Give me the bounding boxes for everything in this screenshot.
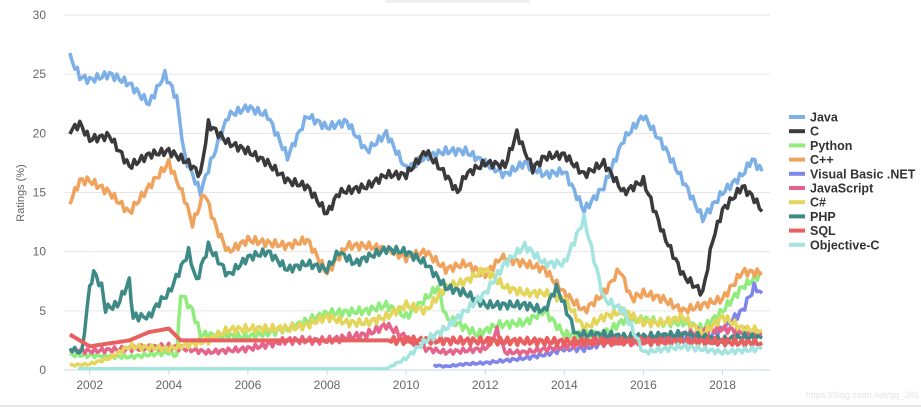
watermark: https://blog.csdn.net/qq_366: [805, 390, 919, 400]
series-line-objective-c[interactable]: [77, 212, 763, 371]
series-lines: [68, 52, 764, 371]
series-line-c-[interactable]: [68, 157, 763, 316]
legend-label: PHP: [810, 210, 836, 224]
legend-label: Python: [810, 139, 852, 153]
legend-label: SQL: [810, 224, 836, 238]
legend-swatch: [789, 171, 805, 176]
x-tick-label: 2008: [314, 378, 341, 392]
x-tick-label: 2014: [551, 378, 578, 392]
legend-label: C: [810, 125, 819, 139]
y-tick-label: 20: [33, 126, 47, 140]
legend-swatch: [789, 129, 805, 134]
legend-item[interactable]: Visual Basic .NET: [789, 167, 916, 181]
series-line-c-[interactable]: [69, 266, 763, 368]
legend-item[interactable]: Java: [789, 111, 839, 125]
y-tick-label: 15: [33, 186, 47, 200]
legend-swatch: [789, 228, 805, 233]
x-tick-label: 2010: [393, 378, 420, 392]
x-tick-label: 2004: [155, 378, 182, 392]
legend-item[interactable]: Objective-C: [789, 238, 879, 252]
grid: [64, 14, 770, 371]
legend-item[interactable]: PHP: [789, 210, 836, 224]
x-tick-label: 2018: [709, 378, 736, 392]
legend-item[interactable]: JavaScript: [789, 182, 874, 196]
legend-label: Objective-C: [810, 238, 879, 252]
legend-swatch: [789, 157, 805, 162]
y-tick-label: 10: [33, 245, 47, 259]
legend-swatch: [789, 242, 805, 247]
legend-label: Visual Basic .NET: [810, 167, 916, 181]
top-scroll-bar: [385, 0, 530, 3]
legend-item[interactable]: C++: [789, 153, 834, 167]
series-line-sql[interactable]: [68, 326, 764, 349]
legend-swatch: [789, 186, 805, 190]
legend-swatch: [789, 200, 805, 205]
legend-label: Java: [810, 111, 839, 125]
x-tick-label: 2002: [76, 378, 103, 392]
series-line-php[interactable]: [68, 240, 763, 355]
series-line-java[interactable]: [68, 52, 764, 224]
y-tick-label: 5: [39, 304, 46, 318]
y-tick-label: 30: [33, 8, 47, 22]
y-tick-label: 0: [39, 363, 46, 377]
legend-item[interactable]: SQL: [789, 224, 836, 238]
y-axis-ticks: 0 5 10 15 20 25 30: [33, 8, 47, 377]
legend-item[interactable]: C: [789, 125, 819, 139]
divider: [0, 405, 921, 407]
x-tick-label: 2012: [472, 378, 499, 392]
y-axis-label: Ratings (%): [15, 164, 27, 221]
legend-swatch: [789, 115, 805, 119]
legend-item[interactable]: C#: [789, 196, 826, 210]
y-tick-label: 25: [33, 67, 47, 81]
legend-label: C++: [810, 153, 834, 167]
legend-item[interactable]: Python: [789, 139, 852, 153]
legend-label: JavaScript: [810, 182, 874, 196]
x-tick-label: 2006: [235, 378, 262, 392]
x-tick-label: 2016: [630, 378, 657, 392]
legend-swatch: [789, 143, 805, 148]
legend-swatch: [789, 214, 805, 219]
x-axis-ticks: 2002 2004 2006 2008 2010 2012 2014 2016 2018: [76, 370, 736, 392]
legend-label: C#: [810, 196, 826, 210]
series-line-c[interactable]: [68, 118, 764, 297]
